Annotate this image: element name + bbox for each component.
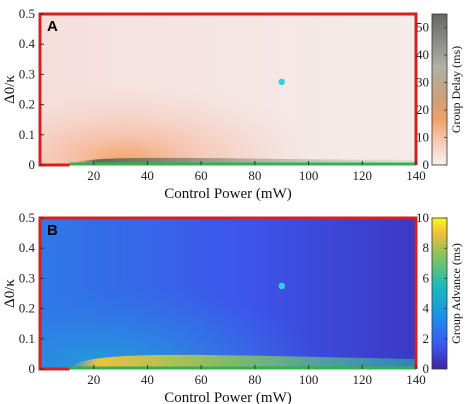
colorbar-tick-label: 40 [416,47,429,62]
panel-label: A [47,18,58,35]
colorbar-tick-label: 50 [416,20,429,35]
colorbar-tick-label: 10 [416,130,429,145]
x-tick-label: 140 [406,372,426,387]
panel-a: A20 40 60 80 100 120 14000.10.20.30.40.5Contro… [2,6,463,202]
colorbar-label: Group Delay (ms) [449,46,463,133]
y-tick-label: 0.4 [19,240,36,255]
x-tick-label: 20 [87,168,100,183]
x-tick-label: 80 [248,372,261,387]
x-tick-label: 60 [195,372,208,387]
panel-label: B [47,222,58,239]
y-tick-label: 0.1 [19,127,35,142]
colorbar-label: Group Advance (ms) [449,243,463,344]
y-tick-label: 0.1 [19,331,35,346]
x-tick-label: 140 [406,168,426,183]
colorbar [431,217,448,370]
y-tick-label: 0.2 [19,301,35,316]
y-tick-label: 0.5 [19,210,35,225]
x-tick-label: 120 [353,372,373,387]
x-tick-label: 120 [353,168,373,183]
panel-b: B20 40 60 80 100 120 14000.10.20.30.40.5Contro… [2,210,463,404]
highlight-point [278,78,285,86]
y-tick-label: 0.3 [19,66,35,81]
heatmap-glow [40,218,416,369]
x-tick-label: 20 [87,372,100,387]
heatmap-hotspot [40,14,416,165]
x-tick-label: 80 [248,168,261,183]
colorbar-tick-label: 4 [423,301,430,316]
heatmap-band [69,354,417,369]
colorbar-tick-label: 2 [423,331,430,346]
colorbar-tick-label: 0 [423,157,430,172]
x-tick-label: 100 [299,168,319,183]
y-tick-label: 0 [29,157,36,172]
y-axis-label: Δ0/κ [2,279,18,308]
colorbar-tick-label: 10 [416,210,429,225]
colorbar-tick-label: 0 [423,361,430,376]
x-tick-label: 60 [195,168,208,183]
colorbar-tick-label: 6 [423,270,430,285]
colorbar-tick-label: 20 [416,102,429,117]
colorbar-tick-label: 8 [423,240,430,255]
y-tick-label: 0.3 [19,270,35,285]
x-tick-label: 40 [141,372,154,387]
y-axis-label: Δ0/κ [2,75,18,104]
colorbar [431,13,448,166]
x-tick-label: 100 [299,372,319,387]
highlight-point [278,282,285,290]
y-tick-label: 0.2 [19,97,35,112]
y-tick-label: 0 [29,361,36,376]
y-tick-label: 0.4 [19,36,36,51]
y-tick-label: 0.5 [19,6,35,21]
x-axis-label: Control Power (mW) [164,390,291,404]
x-axis-label: Control Power (mW) [164,186,291,202]
x-tick-label: 40 [141,168,154,183]
colorbar-tick-label: 30 [416,75,429,90]
